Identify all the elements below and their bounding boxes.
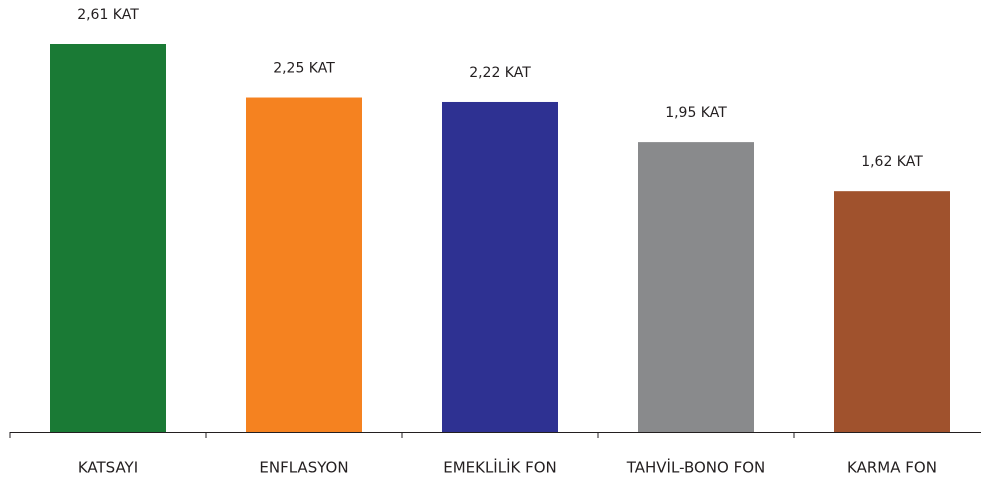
bar (638, 142, 754, 433)
x-tick-label: KARMA FON (847, 459, 937, 477)
x-tick-label: TAHVİL-BONO FON (626, 458, 765, 477)
value-label: 1,95 KAT (665, 105, 727, 121)
x-tick-label: EMEKLİLİK FON (443, 458, 557, 477)
value-label: 1,62 KAT (861, 154, 923, 170)
bar (442, 101, 558, 432)
value-label: 2,61 KAT (77, 7, 139, 23)
value-label: 2,22 KAT (469, 65, 531, 81)
bar (50, 44, 166, 432)
bar (834, 191, 950, 432)
bar (246, 97, 362, 432)
value-label: 2,25 KAT (273, 61, 335, 77)
x-tick-label: KATSAYI (78, 459, 138, 477)
x-tick-label: ENFLASYON (259, 459, 348, 477)
